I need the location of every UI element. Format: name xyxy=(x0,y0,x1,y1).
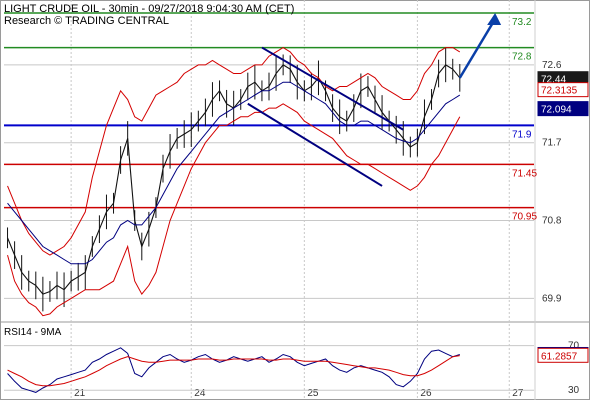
level-label: 70.95 xyxy=(512,212,537,223)
projection-arrow-shaft xyxy=(458,18,497,79)
rsi-series: 70 30 xyxy=(4,341,580,396)
level-label: 71.45 xyxy=(512,168,537,179)
price-tag-box xyxy=(537,82,589,98)
level-label: 71.9 xyxy=(512,129,532,140)
x-tick-label: 25 xyxy=(307,388,319,399)
annotations xyxy=(247,12,502,187)
channel-upper-line xyxy=(261,46,404,131)
price-series xyxy=(7,47,461,317)
level-label: 72.8 xyxy=(512,52,532,63)
series-bollinger-lower xyxy=(7,103,461,317)
y-tick-label: 71.7 xyxy=(542,138,562,149)
channel-lower-line xyxy=(247,102,383,187)
price-tag-label: 72.3135 xyxy=(541,86,578,97)
series-rsi xyxy=(7,347,460,393)
rsi-title: RSI14 - 9MA xyxy=(4,327,62,338)
series-moving-average xyxy=(7,81,461,265)
series-rsi-ma xyxy=(7,355,460,387)
x-tick-label: 26 xyxy=(420,388,432,399)
x-tick-label: 24 xyxy=(194,388,206,399)
rsi-tag-label: 61.2857 xyxy=(541,351,578,362)
projection-arrow-head xyxy=(487,12,502,25)
chart-title: LIGHT CRUDE OIL - 30min - 09/27/2018 9:0… xyxy=(4,3,294,15)
level-label: 73.2 xyxy=(512,17,532,28)
rsi-tick-label: 70 xyxy=(568,341,580,352)
price-tag-box xyxy=(537,101,589,117)
price-tag-label: 72.094 xyxy=(541,105,572,116)
x-tick-label: 21 xyxy=(74,388,86,399)
rsi-tick-label: 30 xyxy=(568,385,580,396)
y-tick-label: 72.6 xyxy=(542,60,562,71)
y-tick-label: 69.9 xyxy=(542,293,562,304)
rsi-tag-box xyxy=(537,347,589,363)
price-tag-label: 72.44 xyxy=(541,75,566,86)
y-tick-label: 70.8 xyxy=(542,216,562,227)
chart-subtitle: Research © TRADING CENTRAL xyxy=(4,15,169,27)
x-tick-label: 27 xyxy=(512,388,524,399)
series-bollinger-upper xyxy=(7,47,461,256)
